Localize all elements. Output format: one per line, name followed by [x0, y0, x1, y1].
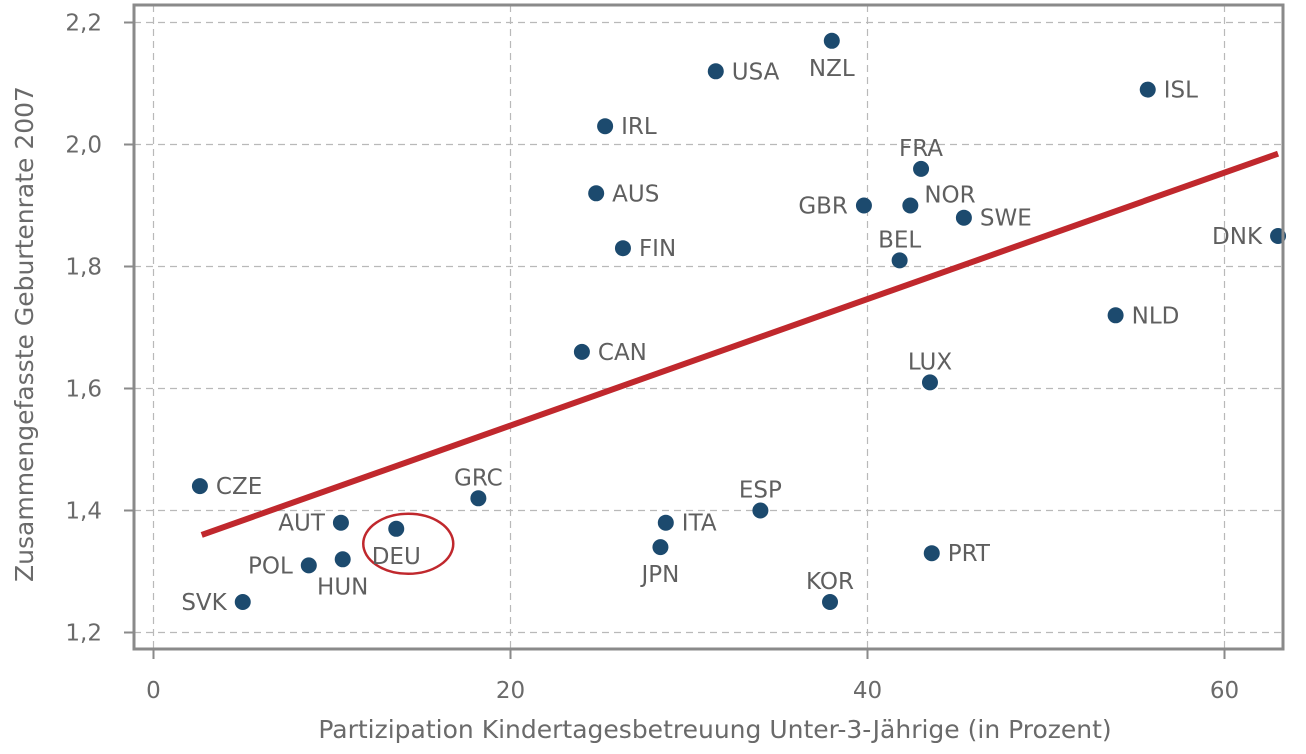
- x-tick-label: 0: [146, 678, 161, 704]
- x-tick-label: 60: [1210, 678, 1239, 704]
- data-point-fin: [614, 240, 631, 257]
- point-label-fra: FRA: [899, 136, 943, 162]
- point-label-svk: SVK: [181, 590, 227, 616]
- data-point-hun: [334, 551, 351, 568]
- data-point-svk: [234, 594, 251, 610]
- data-point-jpn: [652, 539, 669, 556]
- data-point-usa: [707, 63, 724, 80]
- point-label-hun: HUN: [317, 574, 368, 600]
- data-point-esp: [752, 502, 769, 519]
- x-tick-label: 40: [853, 678, 882, 704]
- data-point-gbr: [855, 197, 872, 214]
- y-tick-label: 1,8: [65, 255, 102, 281]
- data-point-isl: [1139, 81, 1156, 98]
- y-tick-label: 1,4: [65, 499, 102, 525]
- point-label-deu: DEU: [372, 544, 421, 570]
- data-point-irl: [597, 118, 614, 135]
- point-label-can: CAN: [598, 340, 647, 366]
- y-tick-label: 1,2: [65, 621, 102, 647]
- point-label-aut: AUT: [278, 511, 326, 537]
- y-tick-label: 2,0: [65, 133, 102, 159]
- point-label-nzl: NZL: [809, 56, 855, 82]
- data-point-fra: [913, 160, 930, 177]
- data-point-nor: [902, 197, 919, 214]
- point-label-fin: FIN: [639, 236, 676, 262]
- data-point-prt: [923, 545, 940, 562]
- data-points: [191, 32, 1287, 610]
- point-label-irl: IRL: [621, 114, 657, 140]
- point-label-nld: NLD: [1132, 303, 1180, 329]
- point-label-usa: USA: [732, 59, 780, 85]
- data-point-deu: [388, 520, 405, 537]
- data-point-aut: [332, 514, 349, 531]
- data-point-kor: [822, 594, 839, 610]
- data-point-lux: [921, 374, 938, 391]
- point-label-grc: GRC: [454, 465, 503, 491]
- data-point-nzl: [823, 32, 840, 49]
- y-axis-title: Zusammengefasste Geburtenrate 2007: [10, 86, 39, 582]
- trend-line: [200, 150, 1280, 538]
- highlight-ellipse-deu: [362, 512, 455, 576]
- plot-frame: [132, 3, 1285, 651]
- data-point-bel: [891, 252, 908, 269]
- point-label-ita: ITA: [682, 511, 717, 537]
- x-axis-title: Partizipation Kindertagesbetreuung Unter…: [318, 715, 1111, 744]
- data-point-cze: [191, 478, 208, 495]
- point-label-lux: LUX: [908, 349, 953, 375]
- point-label-jpn: JPN: [640, 562, 680, 588]
- point-label-aus: AUS: [612, 181, 659, 207]
- data-point-can: [573, 343, 590, 360]
- x-tick-label: 20: [496, 678, 525, 704]
- data-point-aus: [588, 185, 605, 202]
- data-point-nld: [1107, 307, 1124, 324]
- point-label-nor: NOR: [924, 183, 975, 209]
- data-point-swe: [955, 209, 972, 226]
- point-label-cze: CZE: [216, 474, 262, 500]
- point-label-bel: BEL: [878, 227, 921, 253]
- point-label-dnk: DNK: [1212, 224, 1263, 250]
- data-point-ita: [657, 514, 674, 531]
- y-tick-label: 2,2: [65, 11, 102, 37]
- point-label-gbr: GBR: [798, 194, 848, 220]
- trend-line-group: [200, 150, 1280, 538]
- data-point-pol: [300, 557, 317, 574]
- point-label-esp: ESP: [739, 478, 782, 504]
- point-label-kor: KOR: [806, 569, 854, 595]
- point-label-prt: PRT: [948, 541, 991, 567]
- grid: [134, 5, 1283, 649]
- axis-ticks: 0 20 40 60 1,2 1,4 1,6 1,8 2,0 2,2: [65, 11, 1239, 705]
- y-tick-label: 1,6: [65, 377, 102, 403]
- data-point-grc: [470, 490, 487, 507]
- point-label-isl: ISL: [1164, 78, 1198, 104]
- point-label-pol: POL: [248, 553, 293, 579]
- point-label-swe: SWE: [980, 206, 1032, 232]
